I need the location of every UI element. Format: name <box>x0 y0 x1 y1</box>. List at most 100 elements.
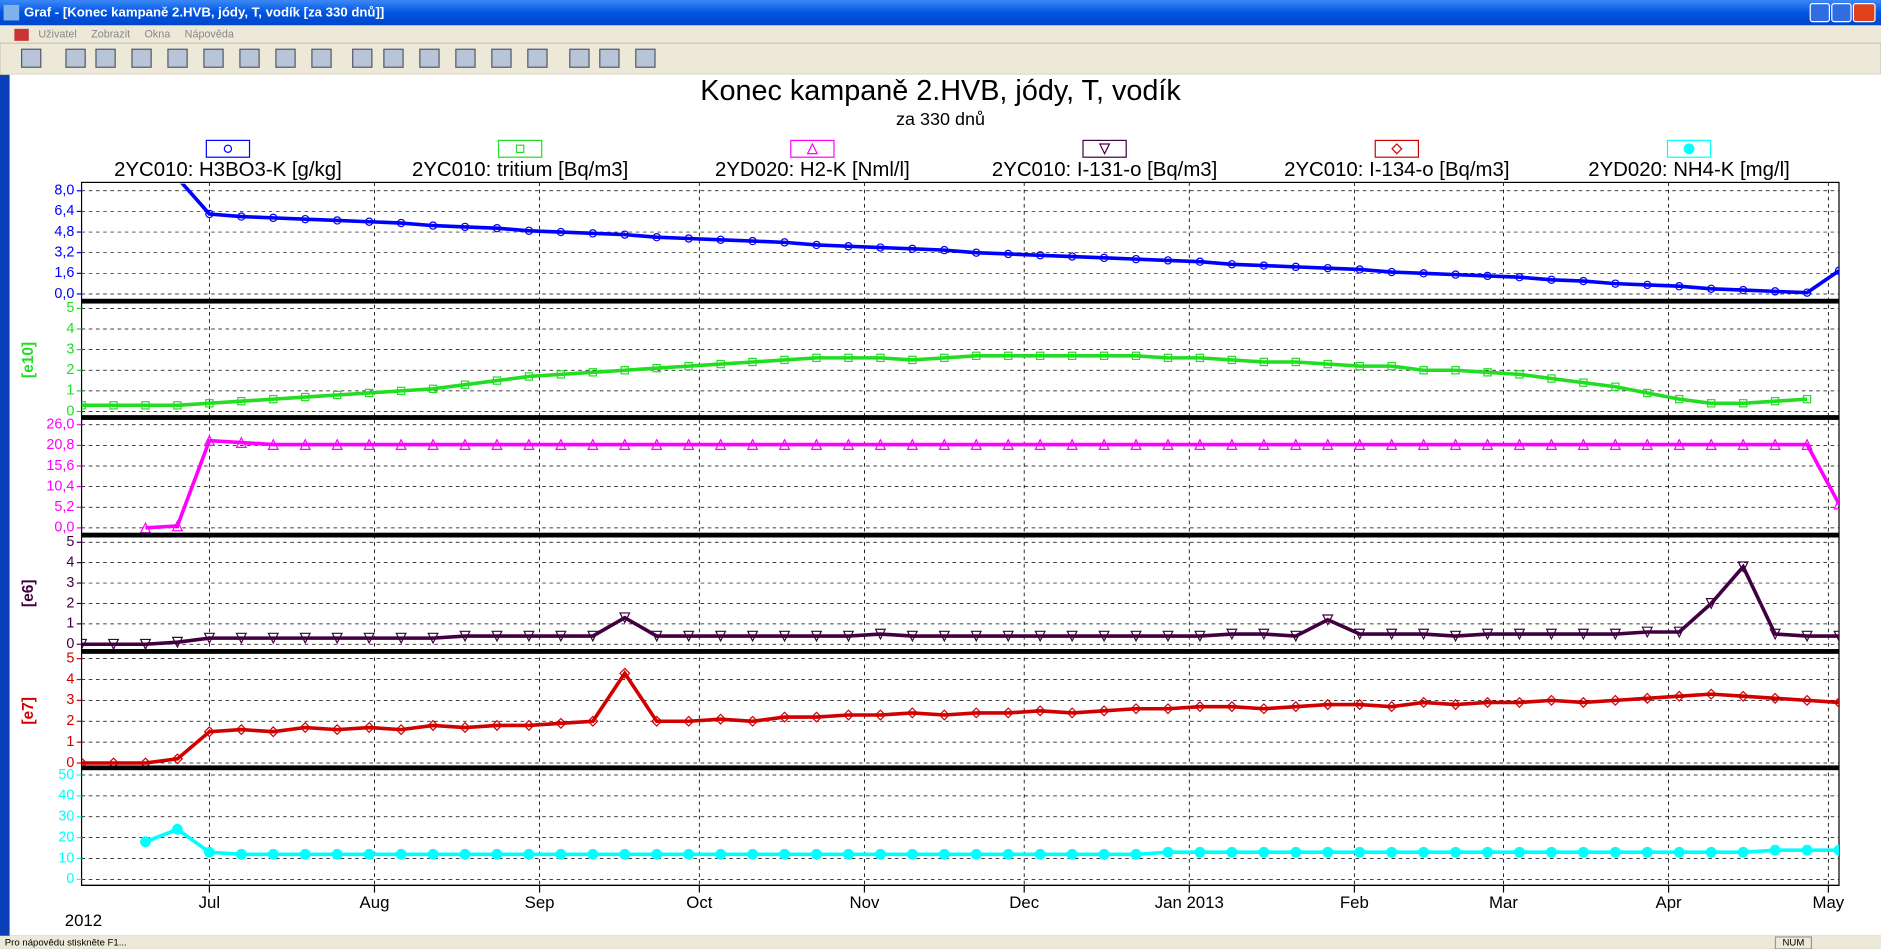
data-point <box>107 638 120 651</box>
data-point <box>1258 703 1270 715</box>
menu-item[interactable]: Zobrazit <box>91 29 130 41</box>
x-tick-label: May <box>1813 893 1845 912</box>
data-point <box>299 721 311 734</box>
data-point <box>906 707 919 719</box>
data-point <box>842 630 855 643</box>
data-point <box>1769 692 1781 704</box>
data-point <box>140 836 151 848</box>
data-point <box>1481 628 1494 641</box>
tool-button[interactable] <box>167 48 188 68</box>
data-point <box>1098 630 1110 643</box>
data-point <box>1195 257 1205 266</box>
data-point <box>970 707 982 719</box>
data-point <box>1035 351 1045 361</box>
data-point <box>778 711 791 723</box>
data-point <box>1801 844 1813 856</box>
tool-button[interactable] <box>635 48 656 68</box>
tool-button[interactable] <box>491 48 512 68</box>
data-point <box>299 632 312 645</box>
data-point <box>1098 705 1110 717</box>
x-tick-label: Jan 2013 <box>1155 893 1224 912</box>
data-point <box>842 438 855 450</box>
data-point <box>1291 262 1301 272</box>
data-point <box>363 721 375 734</box>
data-point <box>1451 270 1460 279</box>
data-point <box>652 363 661 373</box>
y-tick-label: 0,0 <box>54 286 74 302</box>
legend-box <box>1082 139 1127 158</box>
data-point <box>1834 266 1840 275</box>
tool-button[interactable] <box>20 48 42 68</box>
close-button[interactable] <box>1852 3 1876 23</box>
legend-label: 2YC010: tritium [Bq/m3] <box>412 159 628 181</box>
menu-item[interactable]: Nápověda <box>185 29 234 41</box>
data-point <box>874 438 887 450</box>
data-point <box>1833 497 1840 510</box>
app-icon <box>3 4 20 21</box>
data-point <box>139 638 152 651</box>
menu-item[interactable]: Okna <box>144 29 170 41</box>
y-tick-label: 1 <box>66 734 74 750</box>
data-point <box>1194 846 1206 858</box>
tool-button[interactable] <box>527 48 548 68</box>
tool-button[interactable] <box>419 48 440 68</box>
y-tick-label: 5 <box>66 650 74 666</box>
data-point <box>1002 707 1014 719</box>
data-point <box>331 438 343 450</box>
tool-button[interactable] <box>275 48 296 68</box>
scale-label: [e6] <box>20 579 37 607</box>
tool-button[interactable] <box>239 48 260 68</box>
data-point <box>1707 399 1716 408</box>
series-group <box>81 667 1840 768</box>
data-point <box>683 715 695 727</box>
tool-button[interactable] <box>131 48 152 68</box>
tool-button[interactable] <box>352 48 373 68</box>
data-point <box>938 630 951 643</box>
data-point <box>235 723 247 736</box>
data-point <box>363 632 375 645</box>
tool-button[interactable] <box>311 48 332 68</box>
data-point <box>1162 630 1174 643</box>
tool-button[interactable] <box>569 48 590 68</box>
data-point <box>301 214 310 224</box>
minimize-button[interactable] <box>1809 3 1831 23</box>
data-point <box>205 209 214 219</box>
data-point <box>523 438 535 450</box>
tool-button[interactable] <box>95 48 116 68</box>
data-point <box>1513 438 1526 450</box>
data-point <box>1611 382 1620 391</box>
data-point <box>1386 846 1398 858</box>
menu-icon <box>14 28 29 41</box>
data-point <box>1163 353 1173 363</box>
data-point <box>940 353 949 363</box>
tool-button[interactable] <box>65 48 86 68</box>
data-point <box>333 216 342 225</box>
data-point <box>524 372 534 381</box>
data-point <box>1004 351 1013 361</box>
tool-button[interactable] <box>383 48 404 68</box>
data-point <box>844 353 853 363</box>
menu-item[interactable]: Uživatel <box>38 29 76 41</box>
data-point <box>1291 357 1301 367</box>
legend-label: 2YD020: H2-K [Nml/l] <box>715 159 910 181</box>
tool-button[interactable] <box>203 48 224 68</box>
tool-button[interactable] <box>455 48 476 68</box>
data-point <box>1609 846 1621 858</box>
data-point <box>748 236 757 246</box>
data-point <box>460 380 470 389</box>
data-point <box>1419 366 1428 375</box>
data-point <box>1226 846 1238 858</box>
toolbar-icons <box>20 48 656 68</box>
data-point <box>427 438 439 450</box>
data-point <box>780 355 789 365</box>
data-point <box>1770 287 1780 296</box>
y-tick-label: 0 <box>66 871 74 887</box>
maximize-button[interactable] <box>1831 3 1852 23</box>
data-point <box>1066 438 1078 450</box>
data-point <box>1163 256 1173 265</box>
tool-button[interactable] <box>599 48 620 68</box>
data-point <box>1802 288 1812 297</box>
data-point <box>1738 285 1748 295</box>
data-point <box>1545 628 1558 641</box>
data-point <box>1769 844 1781 856</box>
